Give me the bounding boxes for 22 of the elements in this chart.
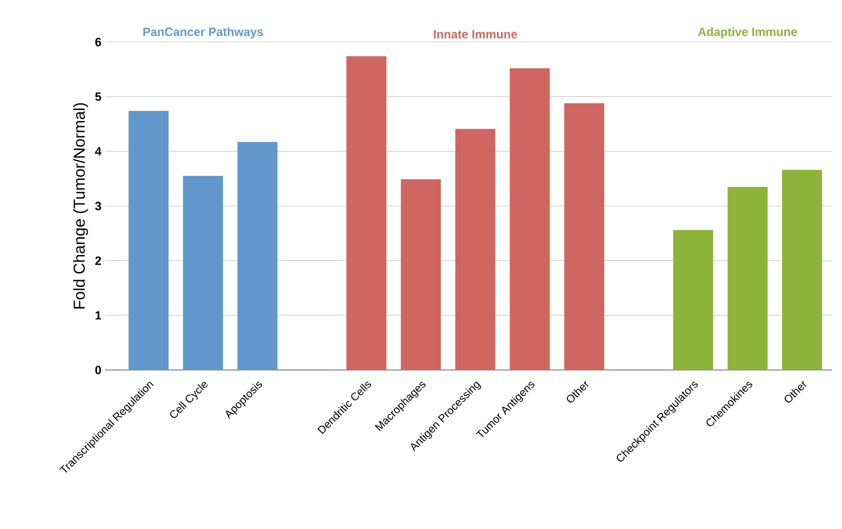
y-tick-label: 6 [95,38,102,46]
bar [400,179,441,370]
y-tick-label: 1 [96,311,102,320]
y-tick-label: 4 [95,147,102,156]
bar [183,176,224,370]
bar [128,110,169,370]
bar [237,142,278,370]
bar [782,170,822,370]
bar [564,103,604,370]
bar [510,68,550,370]
y-tick-label: 2 [95,256,102,265]
bar [728,186,768,370]
y-axis-title: Fold Change (Tumor/Normal) [73,103,88,308]
bar [455,128,496,370]
bar [673,230,714,370]
y-tick-label: 3 [95,202,102,210]
text: Innate Immune [434,30,518,38]
text: PanCancer Pathways [143,27,263,38]
y-tick-label: 0 [95,366,101,374]
bar [346,56,386,370]
y-tick-label: 5 [95,92,102,101]
text: Adaptive Immune [698,27,797,38]
